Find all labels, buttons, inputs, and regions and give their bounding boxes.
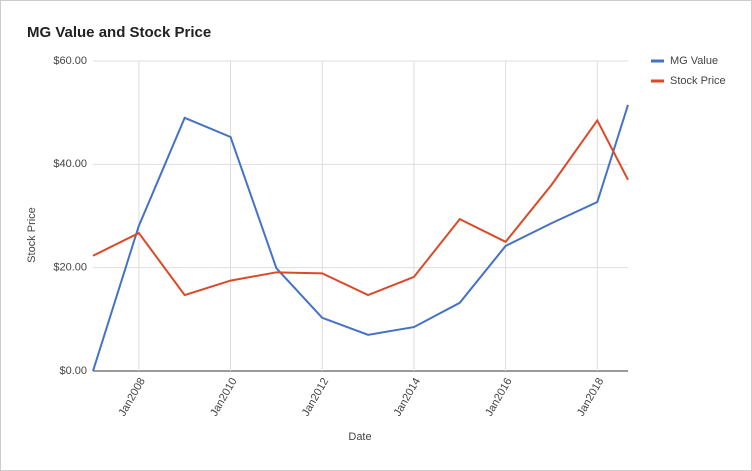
x-axis-title: Date bbox=[348, 431, 371, 443]
y-axis-title: Stock Price bbox=[26, 207, 38, 263]
legend-label: MG Value bbox=[670, 55, 718, 67]
y-tick-label: $60.00 bbox=[53, 55, 87, 67]
y-tick-label: $40.00 bbox=[53, 158, 87, 170]
legend-label: Stock Price bbox=[670, 75, 726, 87]
y-tick-label: $20.00 bbox=[53, 262, 87, 274]
chart-title: MG Value and Stock Price bbox=[27, 24, 211, 41]
series-line bbox=[92, 104, 629, 372]
series-line bbox=[92, 118, 629, 297]
y-tick-label: $0.00 bbox=[59, 365, 87, 377]
